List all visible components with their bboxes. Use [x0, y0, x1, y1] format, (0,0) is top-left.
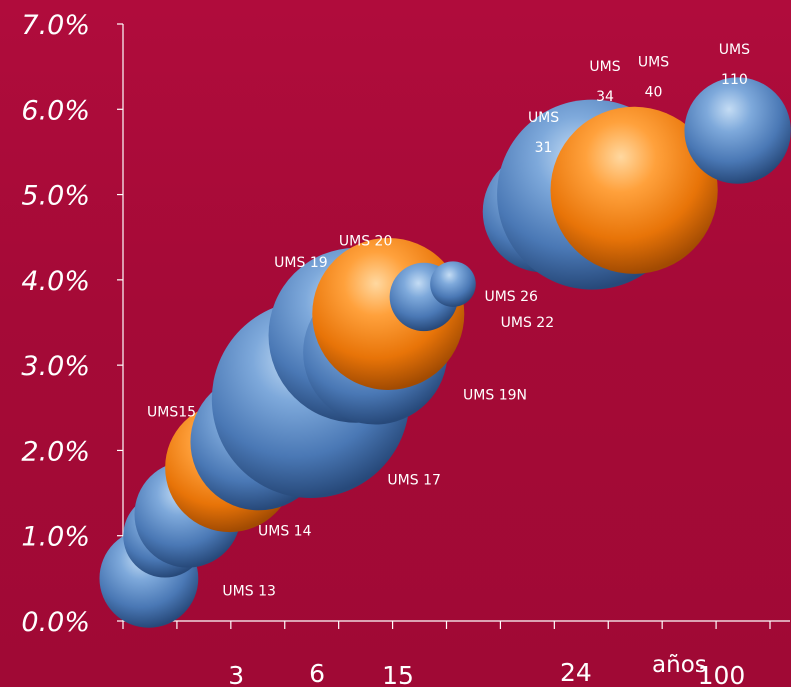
bubble-label: UMS 20	[339, 234, 392, 250]
bubble-ums-40	[550, 106, 718, 274]
y-tick-label: 6.0%	[21, 95, 90, 126]
bubble-label: UMS 14	[258, 524, 312, 540]
bubble-label: UMS 19N	[463, 387, 527, 403]
bubble-label: UMS 22	[501, 315, 554, 331]
bubble-label: UMS 34	[589, 59, 620, 105]
bubble-label: UMS 110	[719, 42, 750, 88]
y-tick-label: 4.0%	[21, 266, 90, 297]
y-axis: 0.0% 1.0% 2.0% 3.0% 4.0% 5.0% 6.0% 7.0%	[21, 10, 124, 638]
x-tick-label: 6	[309, 659, 325, 687]
y-tick-label: 2.0%	[21, 436, 90, 467]
bubble-labels: UMS 110 UMS 40 UMS 34 UMS 31 UMS 20 UMS 19 UMS 26 U…	[147, 42, 750, 600]
bubble-label: UMS15	[147, 404, 196, 420]
bubble-label: UMS 13	[222, 583, 275, 599]
bubble-label: UMS 26	[484, 289, 538, 305]
y-tick-label: 1.0%	[21, 522, 90, 553]
y-tick-label: 3.0%	[21, 351, 90, 382]
x-tick-label: 24	[560, 658, 592, 687]
bubble-label: UMS 40	[638, 55, 669, 101]
x-tick-label: 3	[228, 661, 244, 687]
y-tick-label: 7.0%	[21, 10, 90, 41]
bubble-label: UMS 19	[274, 255, 327, 271]
bubble-label: UMS 31	[528, 110, 559, 156]
x-tick-label: 100	[698, 661, 746, 687]
y-tick-label: 5.0%	[21, 181, 90, 212]
x-axis-label: años	[652, 652, 707, 678]
bubble-ums-110	[684, 77, 791, 184]
y-tick-label: 0.0%	[21, 607, 90, 638]
bubbles	[99, 77, 791, 628]
x-tick-label: 15	[382, 661, 414, 687]
bubble-ums-26	[430, 261, 476, 307]
bubble-label: UMS 17	[387, 473, 440, 489]
